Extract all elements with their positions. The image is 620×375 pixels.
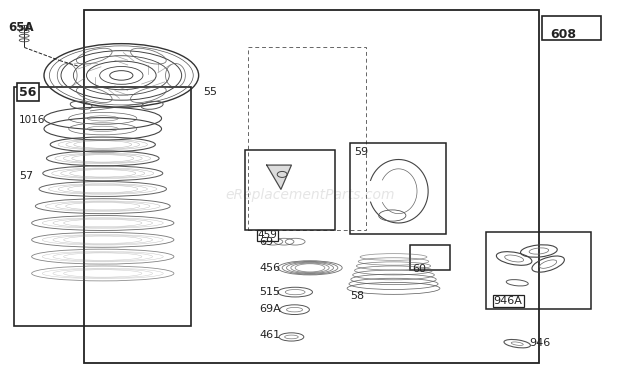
Bar bbox=[248, 47, 366, 231]
Bar bbox=[350, 142, 446, 234]
Bar bbox=[542, 16, 601, 40]
Bar bbox=[14, 87, 190, 326]
Text: 608: 608 bbox=[550, 28, 576, 41]
Text: 59: 59 bbox=[355, 147, 369, 157]
Text: 65A: 65A bbox=[8, 21, 33, 34]
Polygon shape bbox=[267, 165, 291, 189]
Text: 55: 55 bbox=[203, 87, 218, 97]
Text: 461: 461 bbox=[259, 330, 280, 340]
Text: 57: 57 bbox=[19, 171, 33, 181]
Text: 1016: 1016 bbox=[19, 115, 46, 125]
Text: 946A: 946A bbox=[494, 296, 523, 306]
Text: 60: 60 bbox=[412, 264, 426, 274]
Text: eReplacementParts.com: eReplacementParts.com bbox=[225, 188, 395, 202]
Bar bbox=[410, 245, 450, 270]
Text: 459: 459 bbox=[257, 231, 277, 240]
Text: 56: 56 bbox=[19, 86, 37, 99]
Text: 58: 58 bbox=[350, 291, 365, 301]
Text: 515: 515 bbox=[259, 287, 280, 297]
Bar bbox=[486, 232, 591, 309]
Bar bbox=[84, 10, 539, 363]
Text: 69A: 69A bbox=[259, 304, 281, 314]
Text: 456: 456 bbox=[259, 263, 280, 273]
Text: 946: 946 bbox=[529, 338, 551, 348]
Bar bbox=[245, 150, 335, 231]
Text: 69: 69 bbox=[259, 237, 273, 247]
